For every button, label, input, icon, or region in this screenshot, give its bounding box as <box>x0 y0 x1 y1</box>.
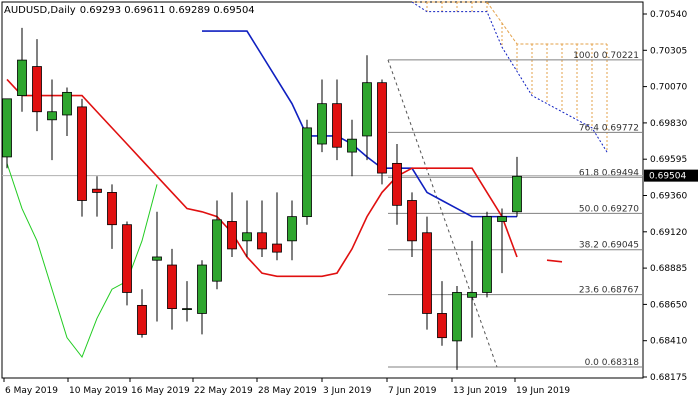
x-tick-label: 10 May 2019 <box>69 386 128 396</box>
indicator-line <box>6 163 158 359</box>
candle-body <box>152 256 162 261</box>
fib-level-label: 100.0 0.70221 <box>573 51 639 61</box>
cloud-lower-line <box>411 1 608 153</box>
y-tick-label: 0.68885 <box>650 264 687 274</box>
candle-body <box>122 224 132 293</box>
x-tick-label: 6 May 2019 <box>5 386 58 396</box>
fib-level-label: 0.0 0.68318 <box>585 358 640 368</box>
candle-body <box>272 243 282 253</box>
candle-body <box>182 308 192 311</box>
candle-body <box>347 138 357 153</box>
candle-body <box>257 232 267 250</box>
candle-body <box>302 127 312 218</box>
candle-body <box>437 313 447 339</box>
candle-body <box>62 91 72 116</box>
candle-body <box>167 264 177 310</box>
candle-body <box>392 162 402 206</box>
indicator-line <box>202 30 517 218</box>
fib-level-label: 23.6 0.68767 <box>579 286 639 296</box>
x-tick-label: 7 Jun 2019 <box>388 386 437 396</box>
fib-level-label: 50.0 0.69270 <box>579 204 639 214</box>
candle-body <box>332 103 342 148</box>
current-price-box <box>644 169 698 182</box>
y-tick-label: 0.68410 <box>650 337 687 347</box>
candle-body <box>362 82 372 137</box>
candle-body <box>137 304 147 335</box>
candle-body <box>242 232 252 242</box>
candle-body <box>287 216 297 242</box>
candle-body <box>47 111 57 121</box>
candle-body <box>317 103 327 145</box>
fib-level-label: 61.8 0.69494 <box>579 168 639 178</box>
candle-body <box>227 221 237 250</box>
candle-body <box>212 219 222 282</box>
candle-body <box>17 59 27 96</box>
cloud-upper-line <box>412 1 607 45</box>
candle-body <box>32 66 42 113</box>
candle-body <box>197 264 207 314</box>
candle-body <box>77 106 87 201</box>
candle-body <box>512 175 522 213</box>
candle-body <box>407 200 417 242</box>
candle-body <box>92 188 102 193</box>
y-tick-label: 0.69595 <box>650 155 687 165</box>
y-tick-label: 0.69830 <box>650 119 687 129</box>
y-tick-label: 0.68175 <box>650 373 687 383</box>
candle-body <box>422 232 432 314</box>
fib-trend-line <box>387 59 498 368</box>
y-tick-label: 0.70070 <box>650 83 687 93</box>
y-tick-label: 0.70305 <box>650 46 687 56</box>
candle-body <box>467 292 477 298</box>
candle-body <box>107 192 117 226</box>
candle-body <box>452 292 462 342</box>
y-tick-label: 0.68650 <box>650 300 687 310</box>
y-tick-label: 0.69120 <box>650 228 687 238</box>
x-tick-label: 19 Jun 2019 <box>516 386 570 396</box>
y-tick-label: 0.70540 <box>650 10 687 20</box>
candle-body <box>497 216 507 222</box>
candle-body <box>482 216 492 293</box>
current-price-label: 0.69504 <box>649 172 686 182</box>
candle-body <box>377 82 387 174</box>
indicator-line <box>6 78 518 278</box>
fib-level-label: 76.4 0.69772 <box>579 123 639 133</box>
fib-level-label: 38.2 0.69045 <box>579 241 639 251</box>
indicator-line <box>546 259 563 263</box>
candle-body <box>2 98 12 158</box>
x-tick-label: 22 May 2019 <box>194 386 253 396</box>
y-tick-label: 0.69360 <box>650 192 687 202</box>
x-tick-label: 16 May 2019 <box>131 386 190 396</box>
x-tick-label: 28 May 2019 <box>258 386 317 396</box>
x-tick-label: 13 Jun 2019 <box>453 386 507 396</box>
x-tick-label: 3 Jun 2019 <box>323 386 372 396</box>
